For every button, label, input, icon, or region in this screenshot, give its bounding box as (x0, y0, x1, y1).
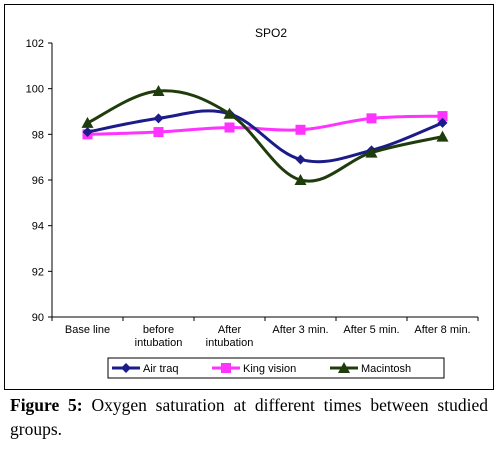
data-point (366, 113, 377, 124)
y-tick-label: 98 (32, 129, 44, 141)
y-tick-label: 96 (32, 175, 44, 187)
line-chart: SPO2 90 92 94 96 98 100 102 Base line before int… (26, 26, 479, 379)
data-point (436, 130, 449, 142)
series-layer (81, 84, 449, 185)
data-point (82, 127, 93, 138)
x-tick-label: before intubation (135, 324, 183, 349)
series-line (87, 109, 444, 164)
y-tick-label: 92 (32, 266, 44, 278)
data-point (294, 174, 307, 185)
series-air-traq (82, 108, 448, 165)
data-point (153, 113, 164, 124)
series-line (87, 114, 443, 136)
series-macintosh (81, 84, 449, 185)
x-tick-label: After intubation (206, 324, 254, 349)
data-point (223, 107, 236, 119)
legend-label: Air traq (143, 363, 178, 375)
data-point (295, 124, 306, 135)
x-tick-label: After 3 min. (272, 324, 328, 336)
caption-label: Figure 5: (10, 395, 83, 415)
x-tick-label: Base line (65, 324, 110, 336)
legend-label: Macintosh (361, 363, 411, 375)
figure-caption: Figure 5: Oxygen saturation at different… (10, 393, 488, 441)
x-tick-label: After 8 min. (414, 324, 470, 336)
legend-entry: Macintosh (330, 362, 411, 375)
legend-marker (121, 363, 131, 373)
chart-frame (4, 4, 494, 390)
caption-text: Oxygen saturation at different times bet… (10, 395, 488, 439)
y-axis: 90 92 94 96 98 100 102 (26, 38, 53, 324)
y-tick-label: 94 (32, 221, 44, 233)
data-point (295, 154, 306, 165)
data-point (224, 122, 235, 133)
legend-label: King vision (243, 363, 296, 375)
data-point (365, 146, 378, 158)
y-tick-label: 102 (26, 38, 44, 50)
legend-marker (338, 362, 350, 373)
legend-entry: King vision (212, 363, 296, 375)
x-tick-label: After 5 min. (343, 324, 399, 336)
legend: Air traq King vision Macintosh (107, 357, 445, 379)
legend-marker (221, 363, 231, 373)
data-point (81, 116, 94, 128)
x-axis: Base line before intubation After intubation… (51, 316, 479, 349)
data-point (437, 117, 448, 128)
y-tick-label: 90 (32, 312, 44, 324)
chart-title: SPO2 (255, 26, 287, 40)
data-point (152, 84, 165, 96)
legend-box (107, 357, 445, 379)
data-point (437, 111, 448, 122)
data-point (153, 127, 164, 138)
legend-entry: Air traq (112, 363, 178, 375)
y-tick-label: 100 (26, 84, 44, 96)
